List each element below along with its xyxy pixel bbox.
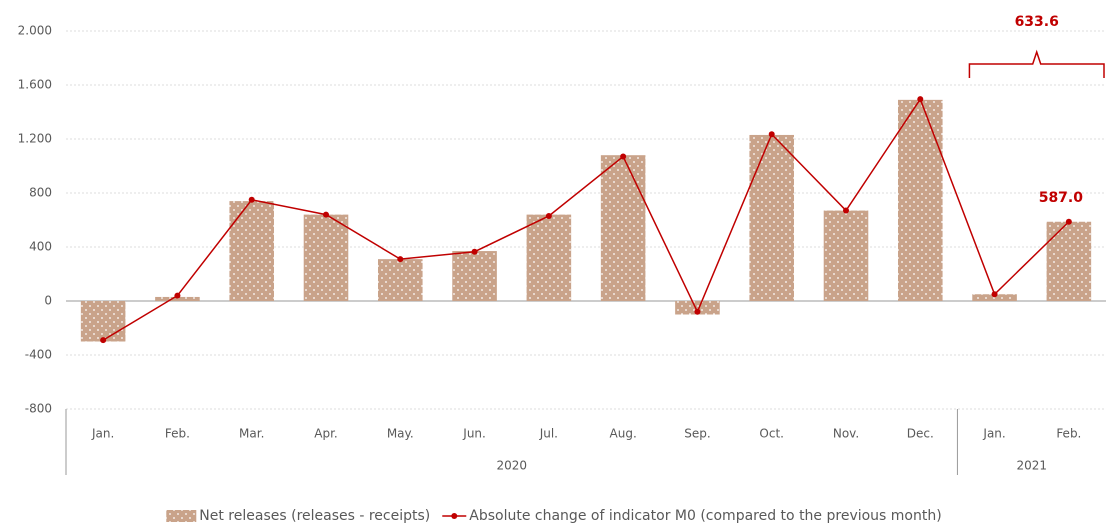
x-tick-label: Dec. — [907, 427, 934, 441]
y-tick-label: 1.600 — [18, 78, 52, 92]
legend-swatch — [166, 510, 197, 522]
bar — [749, 134, 794, 301]
y-tick-label: 800 — [29, 186, 52, 200]
x-tick-label: Sep. — [684, 427, 710, 441]
data-label: 587.0 — [1039, 190, 1084, 206]
legend-label: Net releases (releases - receipts) — [199, 508, 430, 524]
line — [102, 97, 1070, 341]
line-marker — [471, 248, 478, 255]
line-marker — [397, 256, 404, 263]
y-tick-label: -400 — [25, 348, 52, 362]
line-marker — [100, 337, 107, 344]
line-marker — [1065, 218, 1072, 225]
x-tick-label: Nov. — [833, 427, 859, 441]
x-tick-label: Jun. — [462, 427, 486, 441]
line-marker — [768, 131, 775, 138]
line-marker — [620, 153, 627, 160]
y-tick-label: 400 — [29, 240, 52, 254]
bar — [378, 259, 423, 301]
legend-swatch — [451, 513, 458, 519]
bracket — [968, 49, 1105, 78]
line-marker — [248, 196, 255, 203]
x-tick-label: Jan. — [982, 427, 1005, 441]
bar — [972, 294, 1017, 301]
legend-label: Absolute change of indicator M0 (compare… — [469, 508, 941, 524]
group-label: 2021 — [1016, 459, 1047, 473]
y-tick-label: 0 — [44, 294, 52, 308]
bar — [526, 214, 572, 301]
line-marker — [323, 211, 329, 218]
bar — [155, 296, 200, 301]
y-tick-label: -800 — [25, 402, 52, 416]
x-tick-label: May. — [387, 427, 414, 441]
y-tick-label: 1.200 — [18, 132, 52, 146]
line-marker — [843, 207, 849, 214]
x-tick-label: Apr. — [314, 427, 337, 441]
bar — [452, 251, 497, 301]
x-tick-label: Aug. — [610, 427, 637, 441]
bar — [1046, 221, 1092, 301]
bar — [675, 301, 720, 315]
bar — [229, 201, 274, 301]
y-tick-label: 2.000 — [18, 24, 52, 38]
x-tick-label: Oct. — [759, 427, 784, 441]
line-marker — [991, 291, 998, 298]
bar — [600, 155, 646, 301]
line-marker — [174, 292, 181, 299]
line-marker — [917, 96, 924, 103]
annotation: 633.6 — [1015, 14, 1059, 30]
x-tick-label: Feb. — [1056, 427, 1081, 441]
group-label: 2020 — [496, 459, 527, 473]
x-tick-label: Feb. — [165, 427, 190, 441]
x-tick-label: Jul. — [539, 427, 558, 441]
x-tick-label: Mar. — [239, 427, 264, 441]
bar — [823, 210, 869, 301]
bar — [898, 99, 943, 301]
bar — [80, 301, 126, 342]
bar — [303, 214, 349, 301]
x-tick-label: Jan. — [91, 427, 114, 441]
line-marker — [545, 212, 552, 219]
line-marker — [694, 308, 701, 315]
